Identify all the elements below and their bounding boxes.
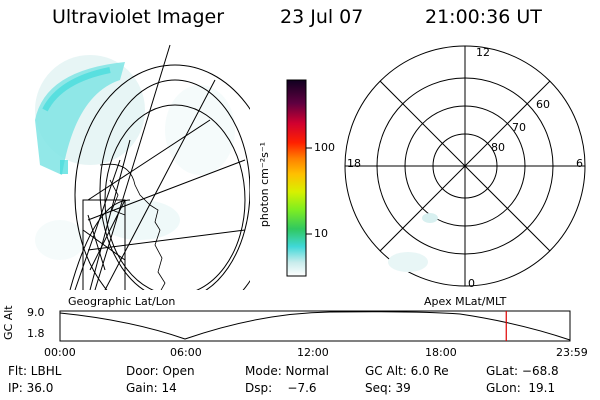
aurora-emission [35, 55, 235, 260]
lat-label-70: 70 [512, 121, 526, 134]
time-tick-1800: 18:00 [425, 346, 457, 359]
colorbar-tick-100: 100 [314, 141, 335, 154]
mlt-label-12: 12 [476, 46, 490, 59]
alt-tick-low: 1.8 [27, 327, 45, 340]
time-tick-2359: 23:59 [556, 346, 588, 359]
gc-alt-axis-label: GC Alt [2, 305, 15, 340]
colorbar-label: photon cm⁻²s⁻¹ [258, 141, 272, 228]
coastline [99, 163, 166, 290]
instrument-title: Ultraviolet Imager [52, 6, 225, 28]
mlt-label-6: 6 [576, 157, 583, 170]
geographic-projection-label: Geographic Lat/Lon [68, 295, 176, 308]
lat-label-60: 60 [536, 98, 550, 111]
polar-emission [388, 213, 438, 272]
altitude-timeline [59, 310, 571, 342]
time-label: 21:00:36 UT [425, 6, 542, 28]
info-gc-alt: GC Alt: 6.0 Re [365, 364, 449, 378]
apex-projection-label: Apex MLat/MLT [424, 295, 507, 308]
info-filter: Flt: LBHL [8, 364, 62, 378]
info-seq: Seq: 39 [365, 381, 411, 395]
time-tick-1200: 12:00 [297, 346, 329, 359]
time-tick-0600: 06:00 [170, 346, 202, 359]
altitude-curve [59, 311, 571, 341]
info-glon: GLon: 19.1 [486, 381, 556, 395]
info-gain: Gain: 14 [126, 381, 177, 395]
mlt-label-18: 18 [347, 157, 361, 170]
info-door: Door: Open [126, 364, 195, 378]
time-tick-0000: 00:00 [44, 346, 76, 359]
info-mode: Mode: Normal [245, 364, 329, 378]
mlt-label-0: 0 [468, 277, 475, 290]
info-dsp: Dsp: −7.6 [245, 381, 317, 395]
info-glat: GLat: −68.8 [486, 364, 559, 378]
info-ip: IP: 36.0 [8, 381, 54, 395]
polar-dial [344, 45, 586, 287]
geographic-image-panel [35, 44, 250, 290]
lat-label-80: 80 [491, 141, 505, 154]
date-label: 23 Jul 07 [280, 6, 364, 28]
colorbar-tick-10: 10 [314, 227, 328, 240]
colorbar [286, 79, 312, 277]
map-grid [69, 44, 250, 290]
alt-tick-high: 9.0 [27, 306, 45, 319]
